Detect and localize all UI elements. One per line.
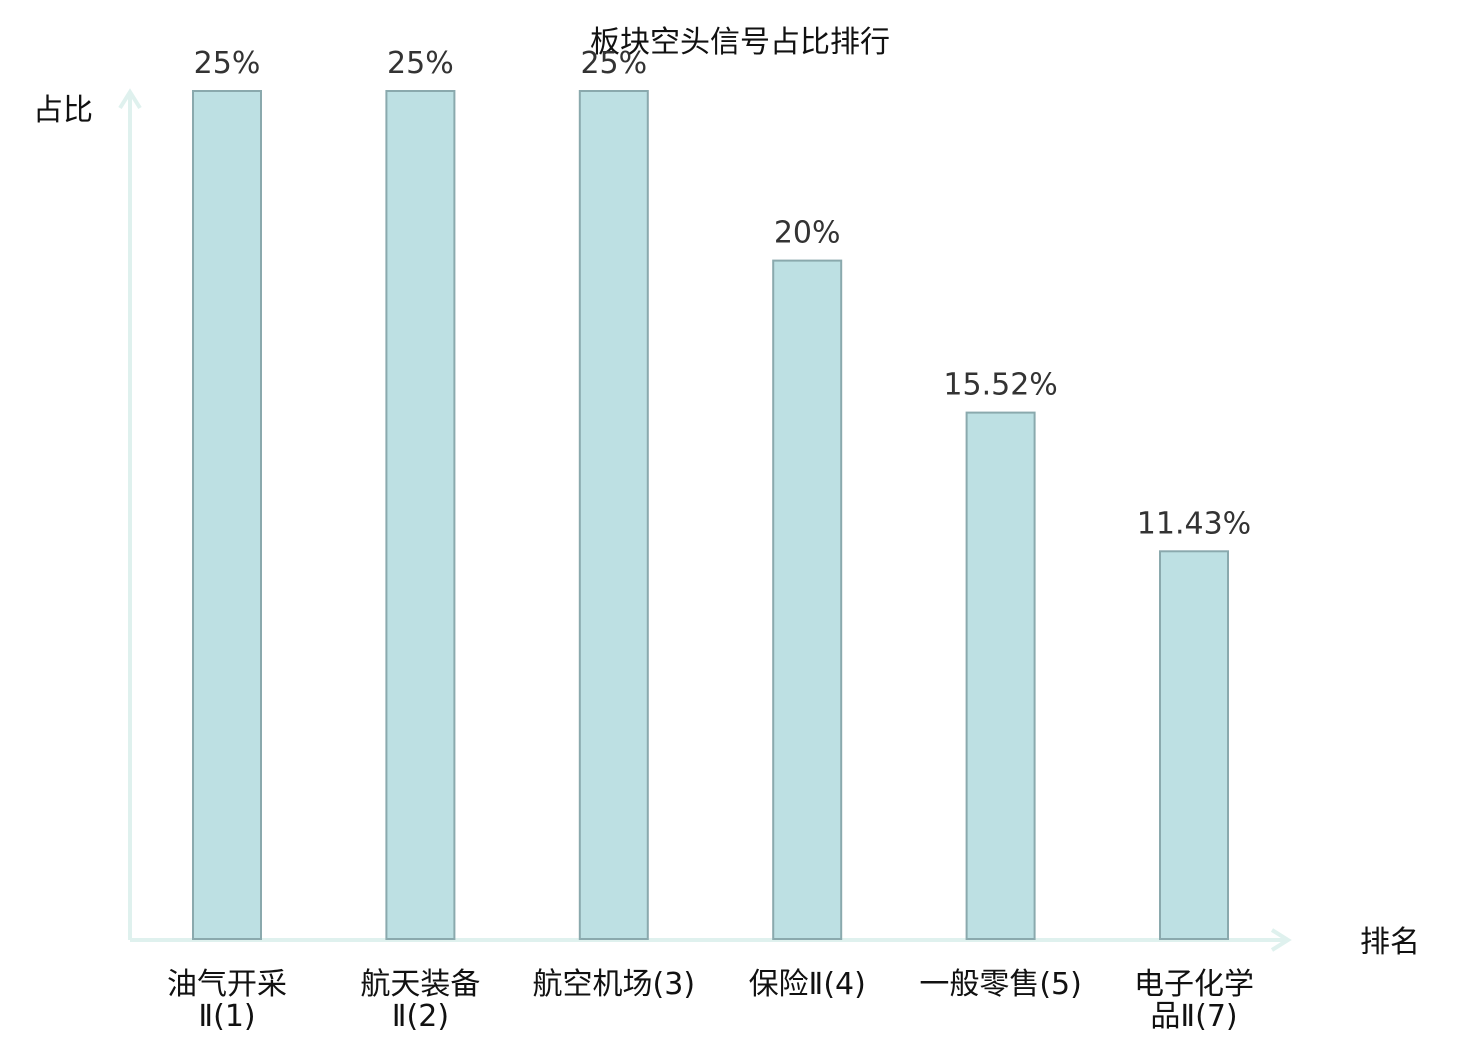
- category-label-line: 品Ⅱ(7): [1150, 999, 1237, 1034]
- bar-1: [192, 90, 262, 940]
- category-label-1: 油气开采 Ⅱ(1): [167, 967, 287, 1034]
- category-label-line: 油气开采: [167, 967, 287, 1002]
- y-axis-arrow: [118, 88, 142, 110]
- x-axis-arrow: [1270, 928, 1292, 952]
- bar-4: [772, 259, 843, 941]
- x-axis-label: 排名: [1360, 925, 1420, 960]
- category-label-line: 保险Ⅱ(4): [749, 967, 866, 1002]
- category-label-5: 一般零售(5): [919, 967, 1082, 1002]
- value-label-3: 25%: [580, 46, 647, 81]
- bar-5: [965, 411, 1036, 941]
- category-label-line: 航空机场(3): [533, 967, 696, 1002]
- bar-2: [385, 90, 456, 940]
- category-label-6: 电子化学品Ⅱ(7): [1134, 967, 1254, 1034]
- category-label-2: 航天装备 Ⅱ(2): [360, 967, 480, 1034]
- value-label-5: 15.52%: [943, 368, 1057, 403]
- category-label-line: Ⅱ(1): [198, 999, 255, 1034]
- value-label-2: 25%: [387, 46, 454, 81]
- bar-3: [578, 90, 649, 940]
- category-label-line: Ⅱ(2): [392, 999, 449, 1034]
- value-label-4: 20%: [774, 216, 841, 251]
- category-label-4: 保险Ⅱ(4): [749, 967, 866, 1002]
- y-axis-label: 占比: [33, 93, 93, 128]
- value-label-6: 11.43%: [1137, 506, 1251, 541]
- bars-group: 25% 油气开采 Ⅱ(1) 25% 航天装备 Ⅱ(2) 25% 航空机场(3) 20% 保险Ⅱ(4…: [167, 46, 1254, 1034]
- chart-title: 板块空头信号占比排行: [590, 25, 890, 60]
- value-label-1: 25%: [194, 46, 261, 81]
- category-label-3: 航空机场(3): [533, 967, 696, 1002]
- category-label-line: 航天装备: [360, 967, 480, 1002]
- category-label-line: 一般零售(5): [919, 967, 1082, 1002]
- category-label-line: 电子化学: [1134, 967, 1254, 1002]
- bar-6: [1159, 550, 1229, 940]
